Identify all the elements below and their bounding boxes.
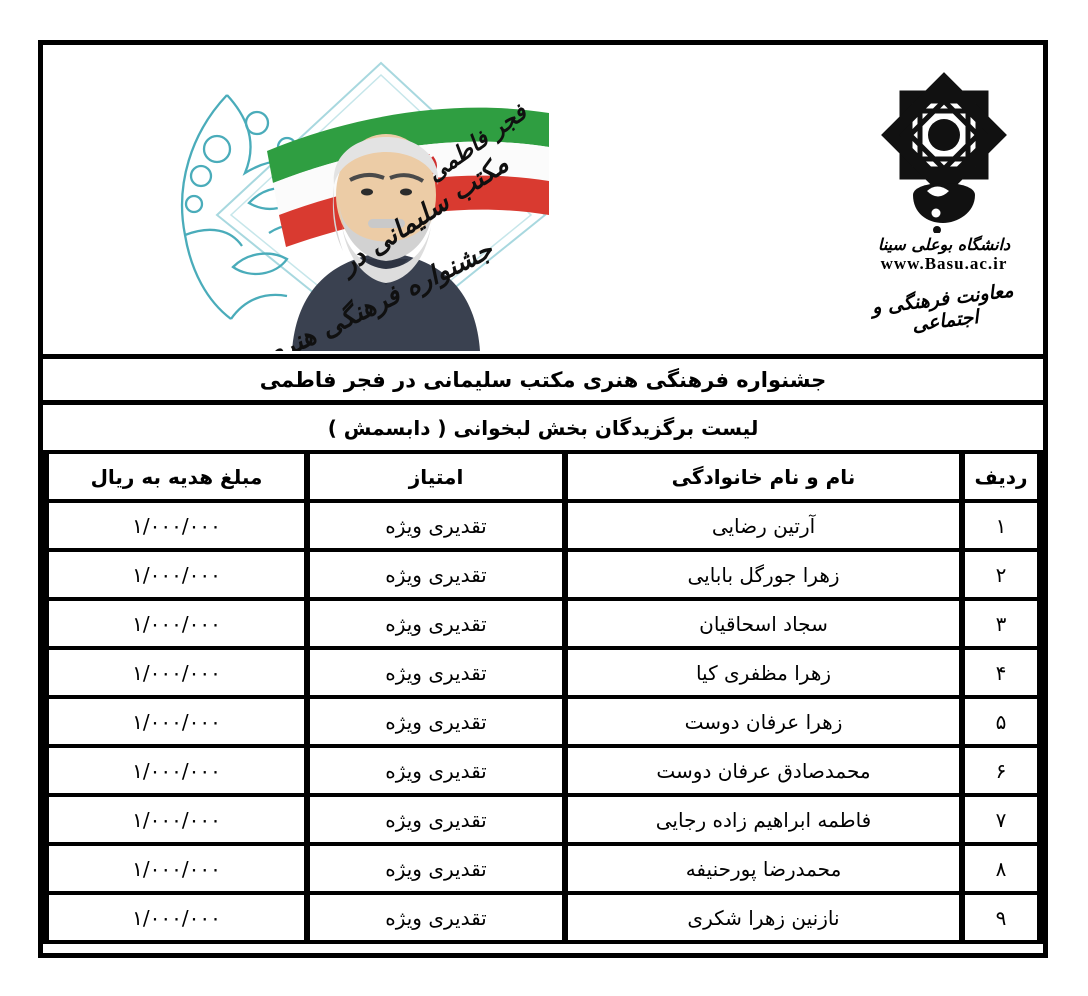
festival-emblem-icon: فجر فاطمی مکتب سلیمانی در جشنواره فرهنگی… [181, 61, 549, 373]
festival-logo: فجر فاطمی مکتب سلیمانی در جشنواره فرهنگی… [129, 53, 549, 373]
university-url: www.Basu.ac.ir [880, 254, 1008, 273]
winner-score: تقدیری ویژه [304, 548, 568, 601]
document-subtitle: لیست برگزیدگان بخش لبخوانی ( دابسمش ) [43, 400, 1043, 450]
winner-score: تقدیری ویژه [304, 793, 568, 846]
winner-score: تقدیری ویژه [304, 891, 568, 944]
winner-name: زهرا عرفان دوست [562, 695, 965, 748]
row-number: ۵ [959, 695, 1043, 748]
university-name: دانشگاه بوعلی سینا [877, 235, 1011, 254]
row-number: ۹ [959, 891, 1043, 944]
col-header-score: امتیاز [304, 450, 568, 503]
gift-amount: ۱/۰۰۰/۰۰۰ [43, 597, 310, 650]
winner-name: محمدصادق عرفان دوست [562, 744, 965, 797]
table-row: ۱ آرتین رضایی تقدیری ویژه ۱/۰۰۰/۰۰۰ [43, 499, 1043, 552]
university-department: معاونت فرهنگی و اجتماعی [870, 279, 1015, 336]
table-row: ۴ زهرا مظفری کیا تقدیری ویژه ۱/۰۰۰/۰۰۰ [43, 646, 1043, 699]
table-row: ۲ زهرا جورگل بابایی تقدیری ویژه ۱/۰۰۰/۰۰… [43, 548, 1043, 601]
gift-amount: ۱/۰۰۰/۰۰۰ [43, 744, 310, 797]
winner-score: تقدیری ویژه [304, 646, 568, 699]
winner-name: نازنین زهرا شکری [562, 891, 965, 944]
gift-amount: ۱/۰۰۰/۰۰۰ [43, 548, 310, 601]
table-row: ۶ محمدصادق عرفان دوست تقدیری ویژه ۱/۰۰۰/… [43, 744, 1043, 797]
winner-score: تقدیری ویژه [304, 744, 568, 797]
document-header: فجر فاطمی مکتب سلیمانی در جشنواره فرهنگی… [43, 45, 1043, 373]
soleimani-portrait-icon [292, 134, 480, 351]
col-header-amount: مبلغ هدیه به ریال [43, 450, 310, 503]
winner-name: فاطمه ابراهیم زاده رجایی [562, 793, 965, 846]
row-number: ۸ [959, 842, 1043, 895]
row-number: ۳ [959, 597, 1043, 650]
row-number: ۲ [959, 548, 1043, 601]
table-row: ۵ زهرا عرفان دوست تقدیری ویژه ۱/۰۰۰/۰۰۰ [43, 695, 1043, 748]
winner-name: زهرا جورگل بابایی [562, 548, 965, 601]
winner-name: آرتین رضایی [562, 499, 965, 552]
row-number: ۷ [959, 793, 1043, 846]
table-row: ۷ فاطمه ابراهیم زاده رجایی تقدیری ویژه ۱… [43, 793, 1043, 846]
gift-amount: ۱/۰۰۰/۰۰۰ [43, 646, 310, 699]
table-row: ۹ نازنین زهرا شکری تقدیری ویژه ۱/۰۰۰/۰۰۰ [43, 891, 1043, 944]
row-number: ۴ [959, 646, 1043, 699]
table-row: ۳ سجاد اسحاقیان تقدیری ویژه ۱/۰۰۰/۰۰۰ [43, 597, 1043, 650]
document-frame: فجر فاطمی مکتب سلیمانی در جشنواره فرهنگی… [38, 40, 1048, 958]
col-header-row-number: ردیف [959, 450, 1043, 503]
winner-name: زهرا مظفری کیا [562, 646, 965, 699]
gift-amount: ۱/۰۰۰/۰۰۰ [43, 842, 310, 895]
winner-name: سجاد اسحاقیان [562, 597, 965, 650]
table-header-row: ردیف نام و نام خانوادگی امتیاز مبلغ هدیه… [43, 450, 1043, 503]
winner-score: تقدیری ویژه [304, 499, 568, 552]
winner-score: تقدیری ویژه [304, 842, 568, 895]
document-title: جشنواره فرهنگی هنری مکتب سلیمانی در فجر … [43, 354, 1043, 400]
university-emblem-icon [881, 72, 1007, 234]
winners-table: ردیف نام و نام خانوادگی امتیاز مبلغ هدیه… [43, 450, 1043, 944]
university-logo: دانشگاه بوعلی سینا www.Basu.ac.ir معاونت… [849, 63, 1039, 343]
col-header-name: نام و نام خانوادگی [562, 450, 965, 503]
gift-amount: ۱/۰۰۰/۰۰۰ [43, 891, 310, 944]
winner-name: محمدرضا پورحنیفه [562, 842, 965, 895]
row-number: ۱ [959, 499, 1043, 552]
row-number: ۶ [959, 744, 1043, 797]
table-row: ۸ محمدرضا پورحنیفه تقدیری ویژه ۱/۰۰۰/۰۰۰ [43, 842, 1043, 895]
gift-amount: ۱/۰۰۰/۰۰۰ [43, 695, 310, 748]
gift-amount: ۱/۰۰۰/۰۰۰ [43, 499, 310, 552]
winner-score: تقدیری ویژه [304, 597, 568, 650]
gift-amount: ۱/۰۰۰/۰۰۰ [43, 793, 310, 846]
winner-score: تقدیری ویژه [304, 695, 568, 748]
